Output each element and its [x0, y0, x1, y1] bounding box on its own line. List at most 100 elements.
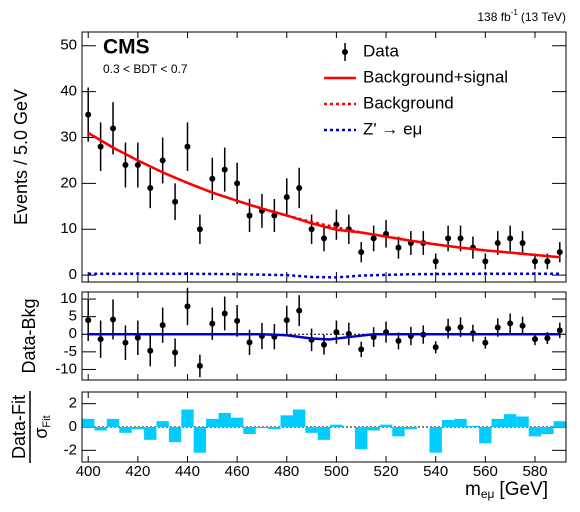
x-tick-label: 500	[324, 463, 349, 480]
marker	[184, 143, 191, 150]
bar	[131, 427, 145, 430]
cms-label: CMS	[103, 36, 150, 59]
marker	[358, 346, 365, 353]
marker	[271, 212, 278, 219]
y-axis-label: Events / 5.0 GeV	[11, 89, 31, 225]
data-point	[383, 321, 390, 343]
marker	[445, 235, 452, 242]
data-point	[283, 178, 290, 216]
marker	[85, 111, 92, 118]
bar	[367, 427, 380, 431]
bar	[317, 427, 331, 440]
marker	[246, 339, 253, 346]
data-point	[358, 341, 365, 358]
legend-label: Background+signal	[363, 67, 508, 86]
marker	[221, 166, 228, 173]
lumi-label: 138 fb-1 (13 TeV)	[477, 8, 566, 24]
legend-marker	[342, 49, 348, 55]
marker	[110, 316, 117, 323]
data-point	[519, 316, 526, 335]
marker	[457, 235, 464, 242]
y-tick-label: -10	[55, 360, 77, 377]
marker	[507, 320, 514, 327]
bar	[330, 424, 343, 427]
data-point	[97, 320, 104, 358]
data-point	[296, 167, 303, 209]
x-tick-label: 400	[76, 463, 101, 480]
x-tick-label: 460	[225, 463, 250, 480]
marker	[296, 184, 303, 191]
data-point	[507, 225, 514, 252]
marker	[97, 143, 104, 150]
bar	[429, 427, 442, 453]
legend-label: Background	[363, 93, 454, 112]
y-tick-label: -2	[64, 441, 77, 458]
marker	[122, 162, 129, 169]
data-point	[196, 354, 203, 378]
x-label-sub: eμ	[481, 487, 495, 501]
data-point	[383, 220, 390, 248]
line	[87, 131, 560, 259]
bar	[193, 427, 207, 453]
data-point	[134, 142, 141, 188]
bar	[466, 425, 480, 427]
bar	[528, 427, 542, 437]
bar	[454, 418, 467, 427]
data-point	[234, 305, 241, 337]
bar	[119, 427, 132, 433]
data-point	[122, 325, 129, 360]
bar	[243, 427, 256, 434]
data-point	[308, 328, 315, 352]
data-point	[407, 231, 414, 255]
bar	[479, 427, 492, 444]
marker	[432, 344, 439, 351]
data-point	[445, 318, 452, 339]
bar	[516, 416, 529, 427]
data-point	[85, 87, 92, 142]
data-point	[122, 142, 129, 188]
y-tick-label: 2	[69, 395, 77, 412]
lumi-energy: (13 TeV)	[521, 10, 566, 24]
bar	[541, 427, 554, 434]
data-point	[345, 322, 352, 346]
marker	[321, 341, 327, 348]
data-point	[147, 335, 154, 367]
data-point	[258, 193, 265, 228]
x-tick-label: 520	[374, 463, 399, 480]
marker	[134, 162, 141, 169]
marker	[196, 226, 203, 233]
category-label: 0.3 < BDT < 0.7	[103, 62, 188, 76]
data-point	[395, 236, 402, 259]
bar	[392, 427, 405, 437]
bar	[94, 427, 107, 431]
marker	[482, 339, 489, 346]
marker	[544, 258, 551, 265]
line	[88, 332, 560, 341]
marker	[184, 303, 191, 310]
legend-label: Data	[363, 41, 399, 60]
marker	[234, 317, 241, 324]
data-point	[184, 287, 191, 326]
data-point	[172, 338, 179, 367]
marker	[196, 362, 203, 369]
marker	[209, 175, 216, 182]
data-point	[556, 322, 563, 339]
y-tick-label: 0	[69, 325, 77, 342]
data-point	[296, 295, 303, 327]
y-tick-label: -5	[64, 343, 77, 360]
data-point	[110, 102, 117, 155]
data-point	[283, 305, 290, 335]
marker	[296, 307, 303, 314]
marker	[209, 320, 216, 327]
marker	[147, 184, 154, 191]
marker	[321, 235, 327, 242]
data-point	[172, 183, 179, 221]
x-label-unit: [GeV]	[499, 479, 548, 500]
data-point	[159, 137, 166, 184]
marker	[494, 324, 501, 331]
marker	[110, 125, 117, 132]
marker	[159, 322, 166, 329]
data-point	[134, 320, 141, 356]
